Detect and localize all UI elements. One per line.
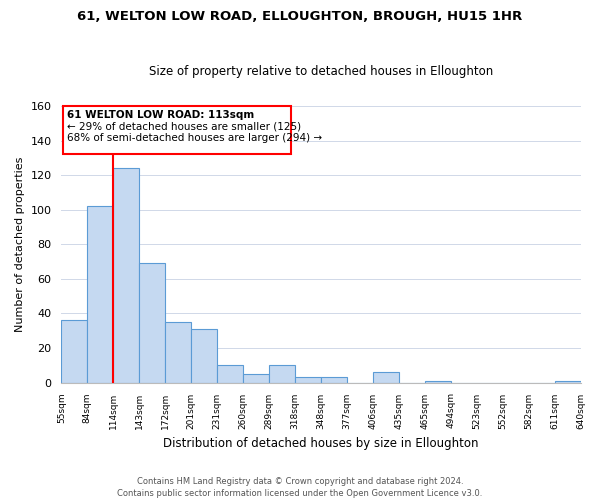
Title: Size of property relative to detached houses in Elloughton: Size of property relative to detached ho… <box>149 66 493 78</box>
Bar <box>269 366 295 382</box>
Bar <box>243 374 269 382</box>
Bar <box>321 378 347 382</box>
Bar <box>165 322 191 382</box>
Text: ← 29% of detached houses are smaller (125): ← 29% of detached houses are smaller (12… <box>67 122 301 132</box>
Text: Contains HM Land Registry data © Crown copyright and database right 2024.
Contai: Contains HM Land Registry data © Crown c… <box>118 476 482 498</box>
Text: 61, WELTON LOW ROAD, ELLOUGHTON, BROUGH, HU15 1HR: 61, WELTON LOW ROAD, ELLOUGHTON, BROUGH,… <box>77 10 523 23</box>
Bar <box>61 320 88 382</box>
FancyBboxPatch shape <box>64 106 291 154</box>
Text: 68% of semi-detached houses are larger (294) →: 68% of semi-detached houses are larger (… <box>67 133 322 143</box>
Bar <box>139 264 165 382</box>
X-axis label: Distribution of detached houses by size in Elloughton: Distribution of detached houses by size … <box>163 437 479 450</box>
Bar <box>295 378 321 382</box>
Bar <box>191 329 217 382</box>
Bar <box>425 381 451 382</box>
Y-axis label: Number of detached properties: Number of detached properties <box>15 156 25 332</box>
Bar <box>217 366 243 382</box>
Bar <box>88 206 113 382</box>
Bar <box>113 168 139 382</box>
Bar <box>373 372 399 382</box>
Text: 61 WELTON LOW ROAD: 113sqm: 61 WELTON LOW ROAD: 113sqm <box>67 110 254 120</box>
Bar <box>554 381 581 382</box>
